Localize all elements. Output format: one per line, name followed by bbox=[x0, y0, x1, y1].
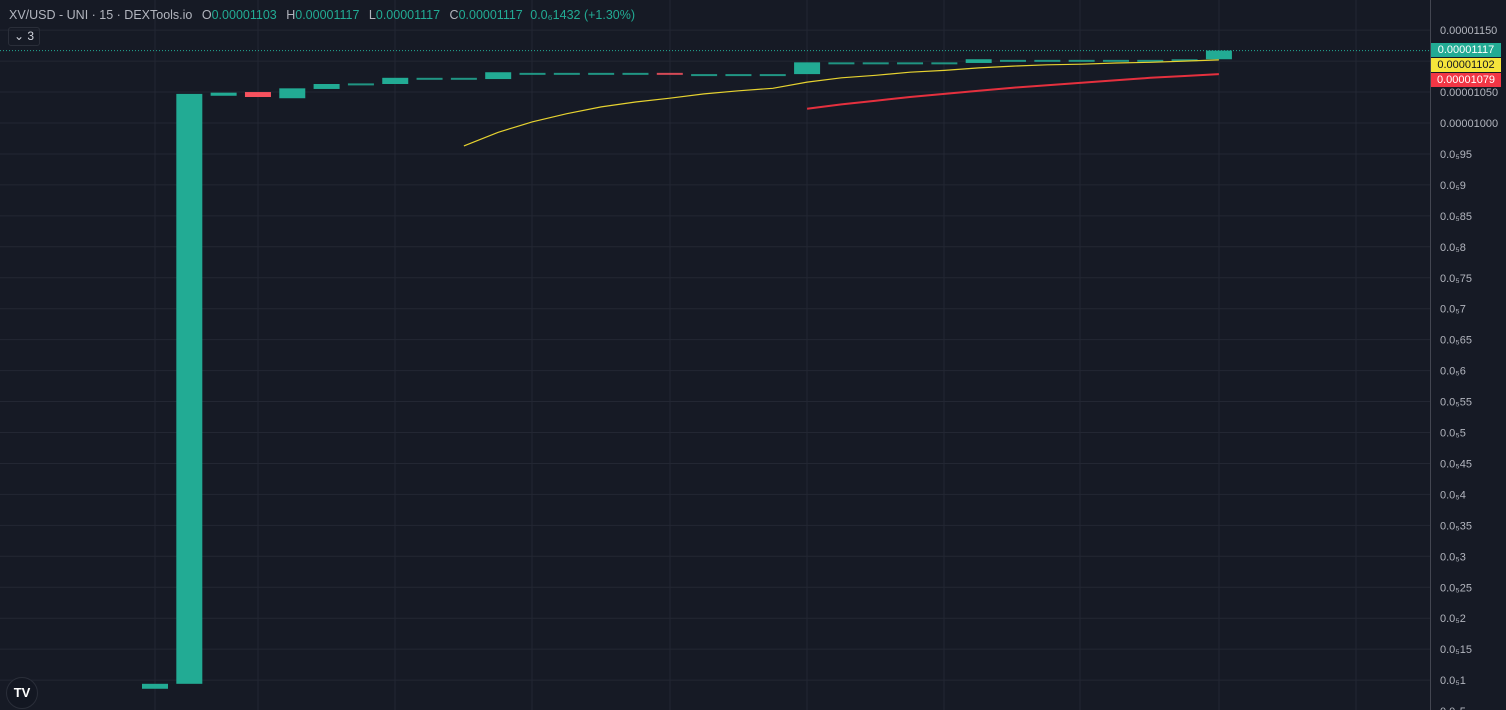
candle bbox=[176, 93, 203, 684]
candle bbox=[142, 683, 168, 689]
candle bbox=[519, 72, 546, 75]
y-tick-label: 0.0₆5 bbox=[1440, 706, 1466, 710]
candle bbox=[210, 92, 237, 96]
last-price-label: 0.00001117 bbox=[1431, 43, 1501, 57]
candle bbox=[1068, 59, 1095, 62]
candle bbox=[347, 83, 374, 86]
candle bbox=[485, 72, 512, 80]
y-tick-label: 0.0₅75 bbox=[1440, 273, 1472, 285]
change-value: 0.0₆1432 (+1.30%) bbox=[530, 8, 636, 22]
candle bbox=[759, 74, 786, 77]
candle bbox=[279, 88, 306, 99]
indicators-toggle-button[interactable]: ⌄ 3 bbox=[8, 27, 41, 46]
y-tick-label: 0.0₅35 bbox=[1440, 520, 1472, 532]
y-tick-label: 0.0₅25 bbox=[1440, 582, 1472, 594]
candle bbox=[656, 72, 683, 75]
candle bbox=[553, 72, 580, 75]
candle bbox=[691, 74, 718, 77]
candle bbox=[862, 62, 889, 65]
candle bbox=[965, 59, 992, 63]
y-tick-label: 0.0₅95 bbox=[1440, 149, 1472, 161]
y-tick-label: 0.00001000 bbox=[1440, 118, 1498, 130]
ma-red-price-label: 0.00001079 bbox=[1431, 73, 1501, 87]
y-tick-label: 0.0₅2 bbox=[1440, 613, 1466, 625]
candle bbox=[382, 77, 409, 85]
chart-legend: XV/USD - UNI · 15 · DEXTools.io O0.00001… bbox=[9, 8, 635, 22]
candle bbox=[1034, 59, 1061, 62]
low-value: 0.00001117 bbox=[375, 8, 441, 22]
y-tick-label: 0.00001150 bbox=[1440, 25, 1497, 37]
y-tick-label: 0.0₅1 bbox=[1440, 675, 1466, 687]
open-label: O bbox=[201, 8, 212, 22]
y-tick-label: 0.0₅45 bbox=[1440, 458, 1472, 470]
candle bbox=[1137, 59, 1164, 62]
close-value: 0.00001117 bbox=[458, 8, 523, 22]
candle bbox=[450, 77, 477, 80]
high-label: H bbox=[286, 8, 296, 22]
y-tick-label: 0.00001050 bbox=[1440, 87, 1498, 99]
candle bbox=[725, 74, 752, 77]
candle bbox=[416, 77, 443, 80]
moving-average-yellow-line bbox=[463, 59, 1219, 147]
symbol-title[interactable]: XV/USD - UNI · 15 · DEXTools.io bbox=[9, 8, 193, 22]
high-value: 0.00001117 bbox=[295, 8, 360, 22]
candle bbox=[1205, 50, 1232, 60]
candle bbox=[828, 62, 855, 65]
y-tick-label: 0.0₅9 bbox=[1440, 180, 1466, 192]
y-tick-label: 0.0₅85 bbox=[1440, 211, 1472, 223]
y-tick-label: 0.0₅65 bbox=[1440, 335, 1472, 347]
y-tick-label: 0.0₅3 bbox=[1440, 551, 1466, 563]
chevron-down-icon: ⌄ bbox=[14, 29, 25, 43]
y-tick-label: 0.0₅6 bbox=[1440, 366, 1466, 378]
y-tick-label: 0.0₅7 bbox=[1440, 304, 1466, 316]
candle bbox=[313, 84, 340, 89]
y-tick-label: 0.0₅4 bbox=[1440, 489, 1466, 501]
candle bbox=[897, 62, 924, 65]
y-tick-label: 0.0₅55 bbox=[1440, 397, 1472, 409]
indicators-count: 3 bbox=[27, 29, 35, 43]
candle bbox=[622, 72, 649, 75]
y-tick-label: 0.0₅5 bbox=[1440, 428, 1466, 440]
y-tick-label: 0.0₅15 bbox=[1440, 644, 1472, 656]
low-label: L bbox=[368, 8, 376, 22]
candle bbox=[244, 92, 271, 98]
candle bbox=[1000, 59, 1026, 62]
candle bbox=[931, 62, 958, 65]
open-value: 0.00001103 bbox=[211, 8, 277, 22]
candle bbox=[1171, 59, 1198, 62]
tradingview-logo-icon[interactable]: TV bbox=[6, 677, 38, 709]
ma-yellow-price-label: 0.00001102 bbox=[1431, 58, 1501, 72]
close-label: C bbox=[449, 8, 459, 22]
candle bbox=[794, 62, 821, 75]
candle bbox=[1102, 59, 1129, 62]
candle bbox=[588, 72, 615, 75]
y-tick-label: 0.0₅8 bbox=[1440, 242, 1466, 254]
moving-average-red-line bbox=[806, 73, 1219, 110]
